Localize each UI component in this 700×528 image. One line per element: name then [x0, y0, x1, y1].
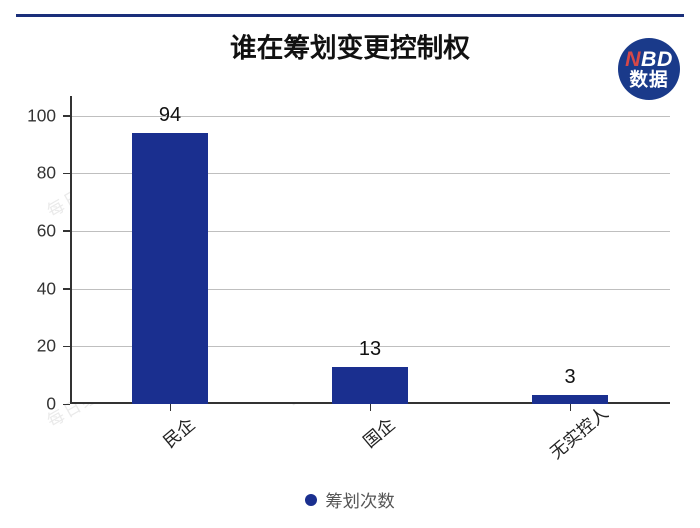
y-tick-mark [63, 173, 70, 175]
y-tick-label: 20 [6, 336, 56, 357]
plot-area: 02040608010094民企13国企3无实控人 [70, 104, 670, 404]
y-tick-label: 80 [6, 163, 56, 184]
bar [132, 133, 208, 404]
x-tick-mark [570, 404, 572, 411]
y-tick-mark [63, 230, 70, 232]
x-tick-mark [170, 404, 172, 411]
y-axis [70, 96, 72, 404]
bar [332, 367, 408, 405]
y-tick-label: 60 [6, 220, 56, 241]
legend-label: 筹划次数 [325, 487, 394, 512]
legend: 筹划次数 [0, 487, 700, 512]
bar-value-label: 13 [359, 338, 381, 361]
header-rule [16, 14, 684, 17]
y-tick-label: 100 [6, 105, 56, 126]
x-tick-mark [370, 404, 372, 411]
legend-swatch [305, 494, 317, 506]
badge-line1: NBD [625, 48, 673, 70]
y-tick-mark [63, 115, 70, 117]
chart-title: 谁在筹划变更控制权 [0, 26, 700, 65]
y-tick-label: 0 [6, 394, 56, 415]
bar-value-label: 3 [564, 366, 575, 389]
x-category-label: 国企 [357, 411, 400, 452]
x-category-label: 无实控人 [543, 400, 612, 464]
y-tick-mark [63, 404, 70, 406]
nbd-badge: NBD 数据 [618, 38, 680, 100]
x-category-label: 民企 [157, 411, 200, 452]
badge-line2: 数据 [629, 70, 668, 90]
y-tick-mark [63, 346, 70, 348]
chart-card: 谁在筹划变更控制权 NBD 数据 每日经济新闻 每日经济新闻 每日经济新闻 每日… [0, 0, 700, 528]
y-tick-mark [63, 288, 70, 290]
bar-value-label: 94 [159, 104, 181, 127]
y-tick-label: 40 [6, 278, 56, 299]
